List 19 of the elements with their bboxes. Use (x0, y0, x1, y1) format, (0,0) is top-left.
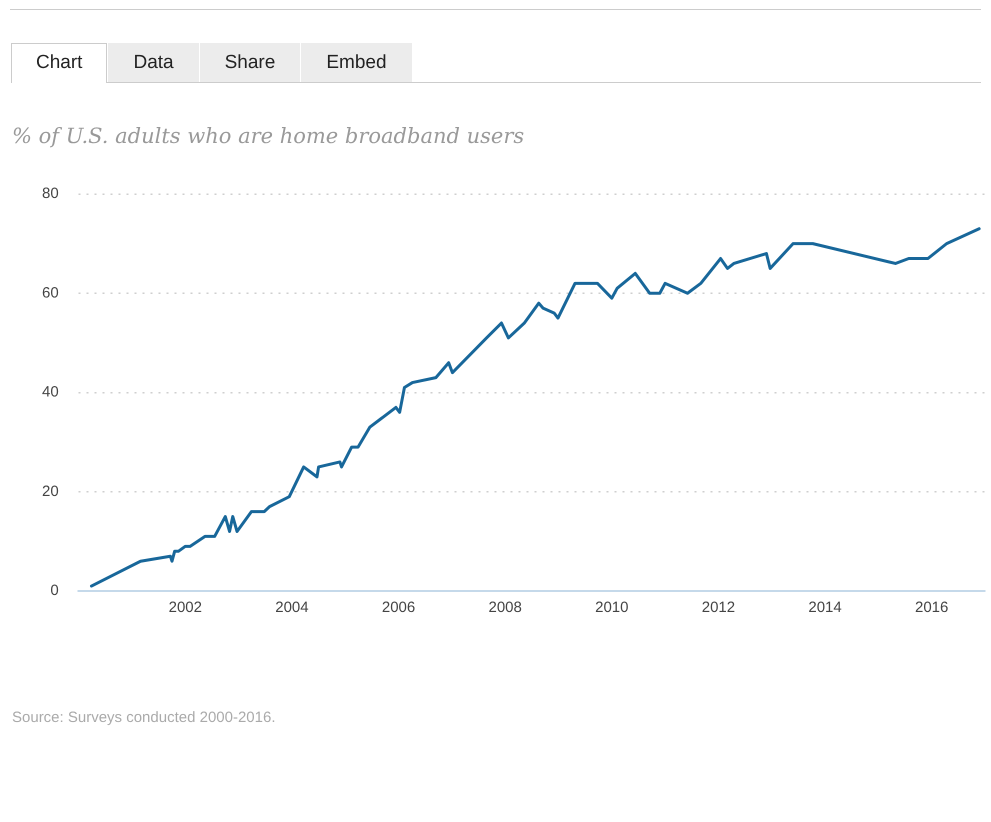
x-tick-label: 2014 (808, 599, 842, 616)
x-tick-label: 2002 (168, 599, 202, 616)
x-tick-label: 2012 (702, 599, 736, 616)
y-tick-label: 80 (42, 185, 59, 202)
x-tick-label: 2010 (595, 599, 628, 616)
x-tick-label: 2004 (275, 599, 309, 616)
source-note: Source: Surveys conducted 2000-2016. (12, 709, 276, 726)
y-tick-label: 20 (42, 482, 59, 500)
text: Share (200, 43, 300, 82)
x-tick-label: 2016 (915, 599, 948, 616)
x-tick-label: 2008 (488, 599, 522, 616)
y-tick-label: 0 (50, 582, 59, 600)
x-tick-label: 2006 (382, 599, 416, 616)
chart-title: % of U.S. adults who are home broadband users (12, 124, 524, 148)
text: Embed (301, 43, 412, 82)
text: Data (108, 43, 199, 82)
y-tick-label: 60 (42, 284, 59, 302)
text: Chart (11, 43, 108, 83)
y-tick-label: 40 (42, 384, 59, 401)
